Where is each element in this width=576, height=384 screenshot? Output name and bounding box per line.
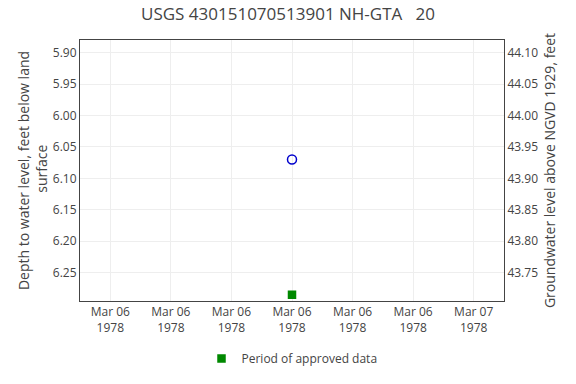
- svg-text:6.00: 6.00: [53, 107, 77, 124]
- svg-text:44.00: 44.00: [507, 107, 538, 124]
- svg-text:44.10: 44.10: [507, 44, 538, 61]
- svg-text:5.95: 5.95: [53, 75, 77, 92]
- svg-text:6.15: 6.15: [53, 201, 77, 218]
- svg-text:43.95: 43.95: [507, 138, 538, 155]
- svg-text:Depth to water level, feet bel: Depth to water level, feet below land su…: [14, 51, 51, 290]
- svg-text:5.90: 5.90: [53, 44, 77, 61]
- svg-text:44.05: 44.05: [507, 75, 538, 92]
- svg-text:Period of approved data: Period of approved data: [242, 350, 378, 367]
- svg-text:43.90: 43.90: [507, 170, 538, 187]
- svg-text:6.20: 6.20: [53, 232, 77, 249]
- svg-text:Mar 061978: Mar 061978: [151, 303, 190, 336]
- svg-text:43.75: 43.75: [507, 264, 538, 281]
- svg-text:Mar 071978: Mar 071978: [454, 303, 493, 336]
- svg-text:USGS 430151070513901 NH-GTA: USGS 430151070513901 NH-GTA 20: [141, 2, 435, 25]
- svg-text:Mar 061978: Mar 061978: [91, 303, 130, 336]
- svg-text:6.05: 6.05: [53, 138, 77, 155]
- svg-text:Mar 061978: Mar 061978: [333, 303, 372, 336]
- svg-text:6.25: 6.25: [53, 264, 77, 281]
- svg-text:43.85: 43.85: [507, 201, 538, 218]
- svg-text:Mar 061978: Mar 061978: [394, 303, 433, 336]
- svg-text:43.80: 43.80: [507, 232, 538, 249]
- svg-text:Mar 061978: Mar 061978: [272, 303, 311, 336]
- svg-text:6.10: 6.10: [53, 170, 77, 187]
- svg-text:Mar 061978: Mar 061978: [212, 303, 251, 336]
- svg-text:Groundwater level above NGVD 1: Groundwater level above NGVD 1929, feet: [540, 33, 559, 308]
